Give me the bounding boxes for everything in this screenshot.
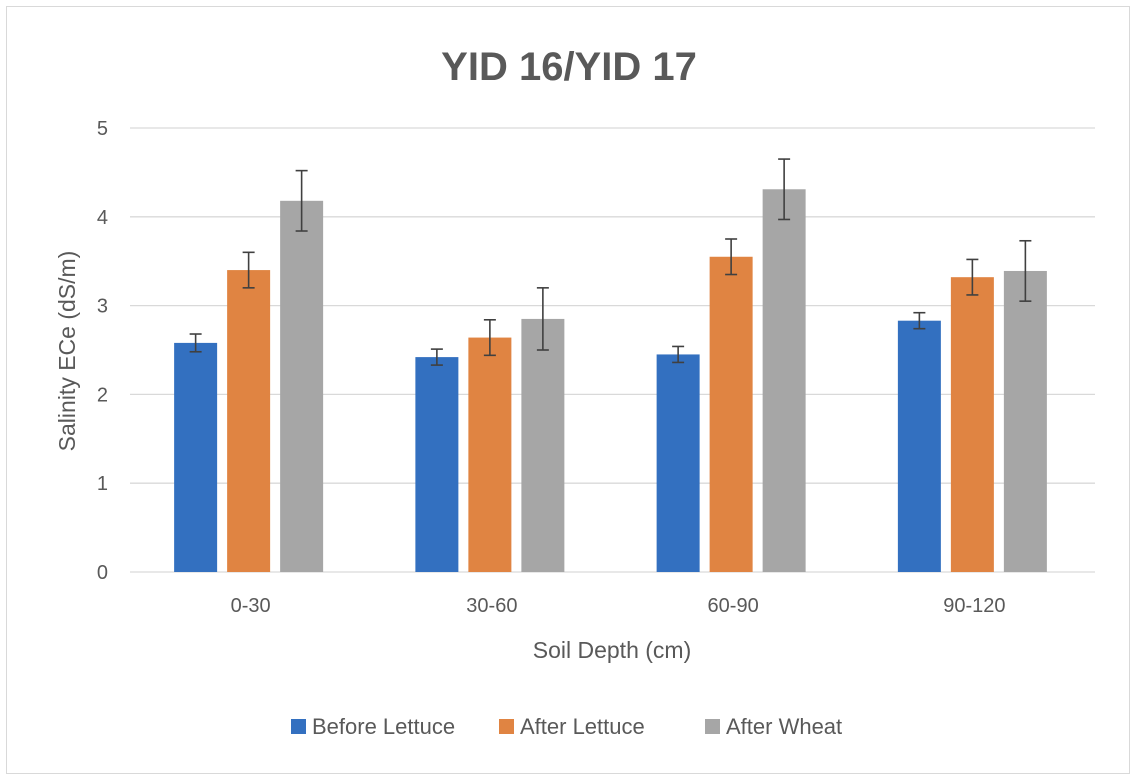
y-axis-title: Salinity ECe (dS/m) <box>54 251 80 452</box>
error-bar <box>778 158 791 221</box>
error-bar <box>966 258 979 296</box>
error-bar <box>536 287 549 351</box>
error-bar <box>913 311 926 330</box>
y-tick-label: 4 <box>97 207 108 229</box>
legend-swatch <box>499 719 514 734</box>
legend-label: After Wheat <box>726 714 842 739</box>
y-tick-label: 3 <box>97 296 108 318</box>
x-axis-ticks: 0-30 30-60 60-90 90-120 <box>231 595 1006 617</box>
x-axis-title: Soil Depth (cm) <box>533 637 691 663</box>
bar-after-wheat-90-120 <box>1003 270 1047 572</box>
legend-item: Before Lettuce <box>291 714 455 739</box>
error-bar <box>189 333 202 353</box>
error-bar <box>1019 239 1032 302</box>
bar-after-lettuce-0-30 <box>227 270 271 572</box>
x-tick-label: 90-120 <box>943 595 1005 617</box>
bars <box>174 189 1047 573</box>
legend: Before Lettuce After Lettuce After Wheat <box>291 714 842 739</box>
legend-item: After Wheat <box>705 714 842 739</box>
error-bar <box>483 319 496 357</box>
x-tick-label: 30-60 <box>466 595 517 617</box>
bar-before-lettuce-90-120 <box>897 320 941 572</box>
y-tick-label: 5 <box>97 118 108 140</box>
gridlines <box>130 127 1095 573</box>
y-axis-ticks: 0 1 2 3 4 5 <box>97 118 108 584</box>
bar-after-lettuce-90-120 <box>950 277 994 572</box>
bar-after-wheat-60-90 <box>762 189 806 572</box>
y-tick-label: 0 <box>97 562 108 584</box>
legend-item: After Lettuce <box>499 714 645 739</box>
legend-label: After Lettuce <box>520 714 645 739</box>
bar-before-lettuce-30-60 <box>415 357 459 572</box>
bar-after-wheat-0-30 <box>280 200 324 573</box>
legend-label: Before Lettuce <box>312 714 455 739</box>
y-tick-label: 2 <box>97 384 108 406</box>
bar-before-lettuce-60-90 <box>656 354 700 572</box>
error-bar <box>725 238 738 276</box>
bar-after-lettuce-60-90 <box>709 256 753 572</box>
error-bar <box>242 251 255 289</box>
x-tick-label: 60-90 <box>708 595 759 617</box>
error-bar <box>295 169 308 232</box>
bar-after-lettuce-30-60 <box>468 337 512 572</box>
bar-after-wheat-30-60 <box>521 318 565 572</box>
bar-before-lettuce-0-30 <box>174 342 218 572</box>
chart-title: YID 16/YID 17 <box>441 45 697 89</box>
legend-swatch <box>291 719 306 734</box>
error-bar <box>430 348 443 366</box>
y-tick-label: 1 <box>97 473 108 495</box>
x-tick-label: 0-30 <box>231 595 271 617</box>
legend-swatch <box>705 719 720 734</box>
error-bars <box>189 158 1032 366</box>
error-bar <box>672 345 685 364</box>
